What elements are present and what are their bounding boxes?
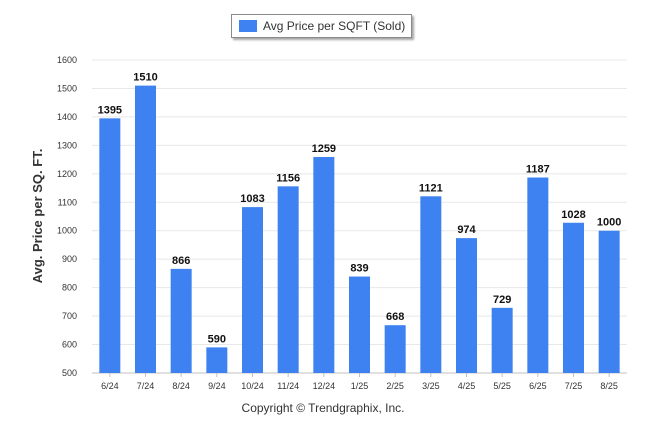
x-tick-label: 4/25 [458, 381, 476, 391]
x-tick-label: 6/25 [529, 381, 547, 391]
data-label: 668 [386, 311, 404, 323]
copyright-text: Copyright © Trendgraphix, Inc. [241, 401, 405, 415]
x-tick-label: 7/25 [565, 381, 583, 391]
bar [563, 222, 584, 373]
data-label: 839 [350, 263, 368, 275]
bar [242, 207, 263, 373]
x-tick-label: 10/24 [241, 381, 264, 391]
data-label: 1121 [419, 182, 443, 194]
y-tick-label: 1400 [57, 112, 77, 122]
data-label: 590 [208, 333, 226, 345]
y-tick-label: 1200 [57, 169, 77, 179]
x-tick-label: 9/24 [208, 381, 226, 391]
bar [491, 307, 513, 373]
data-label: 866 [172, 255, 190, 267]
data-label: 1000 [597, 217, 621, 229]
y-tick-label: 1000 [57, 226, 77, 236]
data-label: 974 [457, 224, 476, 236]
bar [135, 85, 156, 373]
x-tick-label: 1/25 [351, 381, 369, 391]
x-axis-ticks: 6/24 7/24 8/24 9/24 10/24 11/24 12/24 1/25 2/25 3… [101, 373, 618, 391]
bar [349, 276, 370, 373]
y-tick-label: 500 [62, 368, 77, 378]
bar [313, 157, 335, 373]
x-tick-label: 2/25 [386, 381, 404, 391]
bars [99, 85, 620, 373]
bar [598, 230, 620, 373]
y-tick-label: 700 [62, 311, 77, 321]
legend[interactable]: Avg Price per SQFT (Sold) [231, 14, 412, 38]
data-label: 1028 [561, 209, 585, 221]
legend-swatch [239, 20, 257, 32]
y-axis-label: Avg. Price per SQ. FT. [30, 149, 45, 284]
x-tick-label: 8/25 [600, 381, 618, 391]
y-tick-label: 1500 [57, 83, 77, 93]
y-tick-label: 1300 [57, 140, 77, 150]
data-label: 1187 [526, 164, 550, 176]
data-label: 1510 [133, 72, 157, 84]
x-tick-label: 8/24 [172, 381, 190, 391]
data-label: 1259 [312, 143, 336, 155]
x-tick-label: 5/25 [493, 381, 511, 391]
bar [277, 186, 299, 373]
y-tick-label: 800 [62, 283, 77, 293]
bar [206, 347, 228, 373]
x-tick-label: 6/24 [101, 381, 119, 391]
bar [456, 238, 477, 373]
data-label: 1395 [98, 104, 122, 116]
x-tick-label: 11/24 [277, 381, 299, 391]
x-tick-label: 3/25 [422, 381, 440, 391]
y-tick-label: 600 [62, 340, 77, 350]
data-label: 729 [493, 294, 511, 306]
data-label: 1156 [276, 172, 300, 184]
bar [170, 268, 192, 373]
y-axis-ticks: 500 600 700 800 900 1000 1100 1200 1300 1400 1500 1… [57, 55, 77, 378]
y-tick-label: 1600 [57, 55, 77, 65]
legend-label: Avg Price per SQFT (Sold) [263, 19, 406, 33]
y-tick-label: 1100 [58, 197, 77, 207]
bar [384, 325, 406, 373]
bar [99, 118, 121, 373]
y-tick-label: 900 [62, 254, 77, 264]
bar [420, 196, 442, 373]
x-tick-label: 7/24 [137, 381, 155, 391]
data-label: 1083 [240, 193, 264, 205]
bar [527, 177, 549, 373]
x-tick-label: 12/24 [313, 381, 336, 391]
data-labels: 1395 1510 866 590 1083 1156 1259 839 668 1121 974 7… [98, 72, 622, 346]
